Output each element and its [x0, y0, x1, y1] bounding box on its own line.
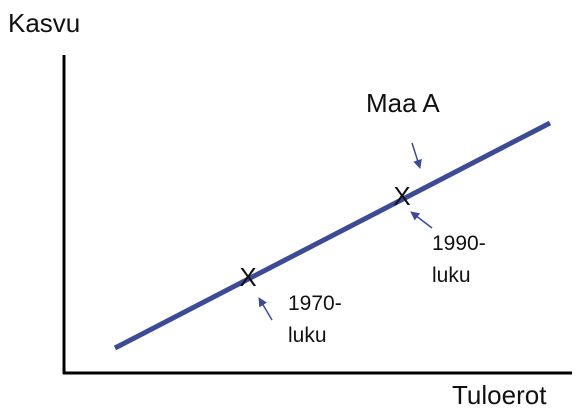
point-label: 1970-: [288, 292, 342, 315]
point-label: luku: [432, 264, 471, 287]
point-marker: X: [239, 262, 256, 292]
point-marker: X: [393, 181, 410, 211]
point-label: 1990-: [432, 232, 486, 255]
trend-line: [113, 120, 552, 351]
point-label: luku: [288, 324, 327, 347]
x-axis-label: Tuloerot: [452, 380, 547, 410]
arrow: [411, 142, 422, 169]
y-axis-label: Kasvu: [8, 8, 80, 38]
arrow: [410, 211, 433, 229]
line-label: Maa A: [366, 88, 440, 118]
arrow: [258, 297, 273, 321]
